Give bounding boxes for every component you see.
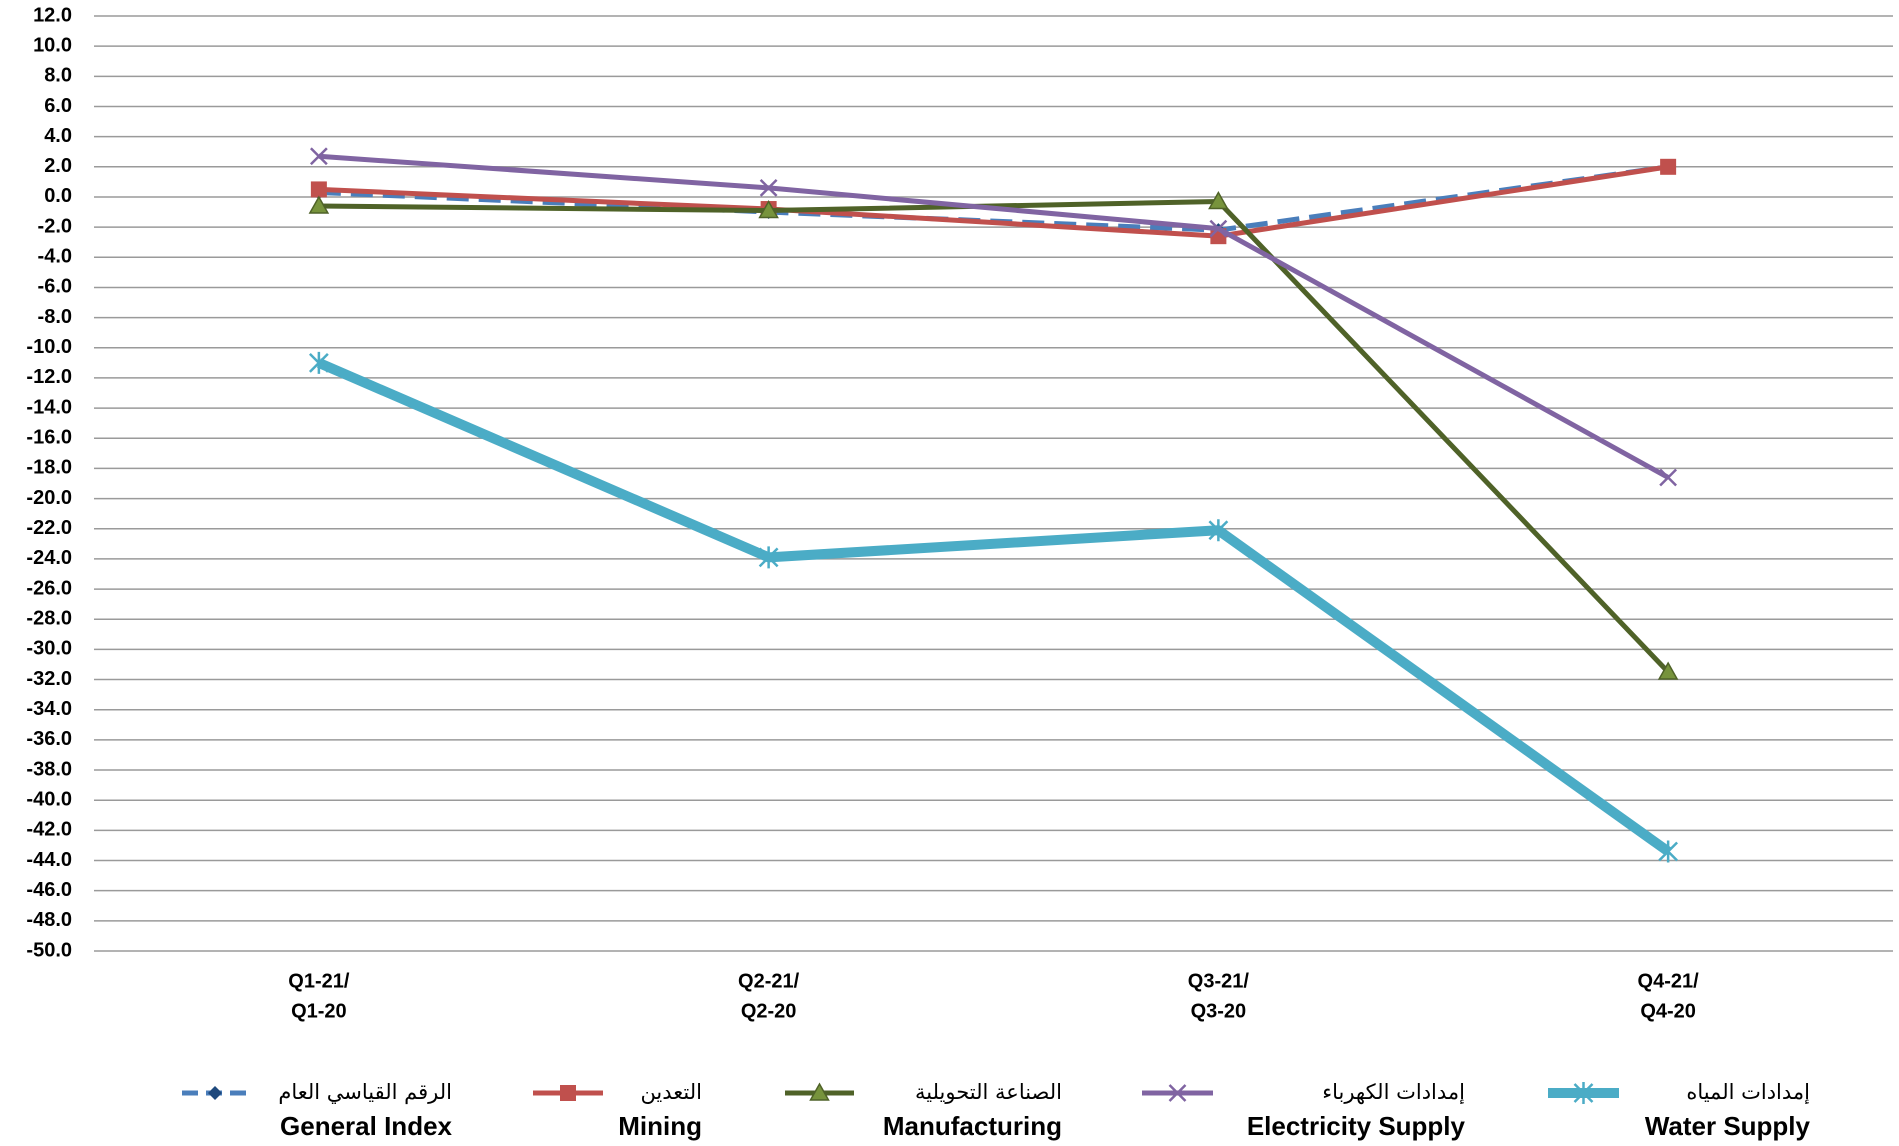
y-tick-label: -48.0: [26, 909, 72, 931]
y-tick-label: -14.0: [26, 396, 72, 418]
y-tick-label: -26.0: [26, 577, 72, 599]
legend-label-ar: الصناعة التحويلية: [915, 1080, 1062, 1104]
marker: [308, 351, 329, 374]
y-tick-label: -30.0: [26, 638, 72, 660]
y-tick-label: -46.0: [26, 879, 72, 901]
y-tick-label: -32.0: [26, 668, 72, 690]
y-tick-label: -16.0: [26, 427, 72, 449]
y-tick-label: -34.0: [26, 698, 72, 720]
y-tick-label: -10.0: [26, 336, 72, 358]
y-tick-label: -22.0: [26, 517, 72, 539]
x-tick-label: Q1-21/: [288, 970, 350, 992]
marker: [1168, 1084, 1187, 1102]
marker: [309, 147, 328, 166]
legend-label: Manufacturing: [883, 1111, 1062, 1141]
y-tick-label: -12.0: [26, 366, 72, 388]
marker: [1208, 190, 1229, 210]
y-tick-label: -44.0: [26, 849, 72, 871]
marker: [1208, 519, 1229, 542]
y-tick-label: -42.0: [26, 819, 72, 841]
y-tick-label: 10.0: [33, 34, 72, 56]
legend-label: Water Supply: [1645, 1111, 1811, 1141]
series-line: [318, 198, 1670, 674]
marker: [1209, 219, 1228, 238]
y-tick-label: -2.0: [38, 215, 72, 237]
legend-label: Electricity Supply: [1247, 1111, 1466, 1141]
y-tick-label: -28.0: [26, 608, 72, 630]
legend-label: General Index: [280, 1111, 452, 1141]
marker: [1657, 661, 1679, 680]
marker: [1660, 158, 1677, 175]
marker: [308, 195, 330, 214]
y-tick-label: -4.0: [38, 246, 72, 268]
marker: [560, 1085, 576, 1101]
x-tick-label: Q2-20: [741, 1000, 797, 1022]
y-tick-label: -50.0: [26, 939, 72, 961]
y-tick-label: 12.0: [33, 4, 72, 26]
marker: [1573, 1082, 1594, 1104]
series-line: [318, 153, 1670, 480]
marker: [758, 546, 779, 569]
legend-item: الصناعة التحويلية Manufacturing: [785, 1080, 1062, 1141]
legend-label-ar: التعدين: [640, 1080, 702, 1104]
marker: [208, 1086, 222, 1100]
series-line: [316, 358, 1672, 856]
legend-item: الرقم القياسي العام General Index: [182, 1080, 453, 1141]
y-tick-label: -40.0: [26, 788, 72, 810]
x-tick-label: Q4-21/: [1638, 970, 1700, 992]
legend-item: إمدادات الكهرباء Electricity Supply: [1142, 1080, 1466, 1141]
legend-label-ar: الرقم القياسي العام: [278, 1080, 452, 1105]
series-line: [318, 164, 1669, 239]
x-tick-label: Q2-21/: [738, 970, 800, 992]
y-tick-label: 8.0: [44, 65, 72, 87]
legend-label-ar: إمدادات الكهرباء: [1322, 1080, 1465, 1105]
legend-item: إمدادات المياه Water Supply: [1548, 1080, 1811, 1141]
legend-label-ar: إمدادات المياه: [1686, 1080, 1810, 1105]
marker: [1658, 840, 1679, 863]
y-tick-label: 4.0: [44, 125, 72, 147]
y-tick-label: -24.0: [26, 547, 72, 569]
marker: [310, 181, 327, 198]
marker: [759, 179, 778, 197]
y-tick-label: -38.0: [26, 758, 72, 780]
marker: [1659, 468, 1678, 487]
y-tick-label: -18.0: [26, 457, 72, 479]
marker: [809, 1082, 830, 1101]
y-tick-label: 0.0: [44, 185, 72, 207]
y-tick-label: -8.0: [38, 306, 72, 328]
y-tick-label: 6.0: [44, 95, 72, 117]
x-tick-label: Q3-21/: [1188, 970, 1250, 992]
x-tick-label: Q3-20: [1191, 1000, 1247, 1022]
y-tick-label: -6.0: [38, 276, 72, 298]
y-tick-label: 2.0: [44, 155, 72, 177]
x-tick-label: Q4-20: [1640, 1000, 1696, 1022]
y-tick-label: -36.0: [26, 728, 72, 750]
x-tick-label: Q1-20: [291, 1000, 347, 1022]
legend-item: التعدين Mining: [533, 1080, 702, 1141]
marker: [758, 200, 779, 219]
y-tick-label: -20.0: [26, 487, 72, 509]
legend-label: Mining: [618, 1111, 702, 1141]
